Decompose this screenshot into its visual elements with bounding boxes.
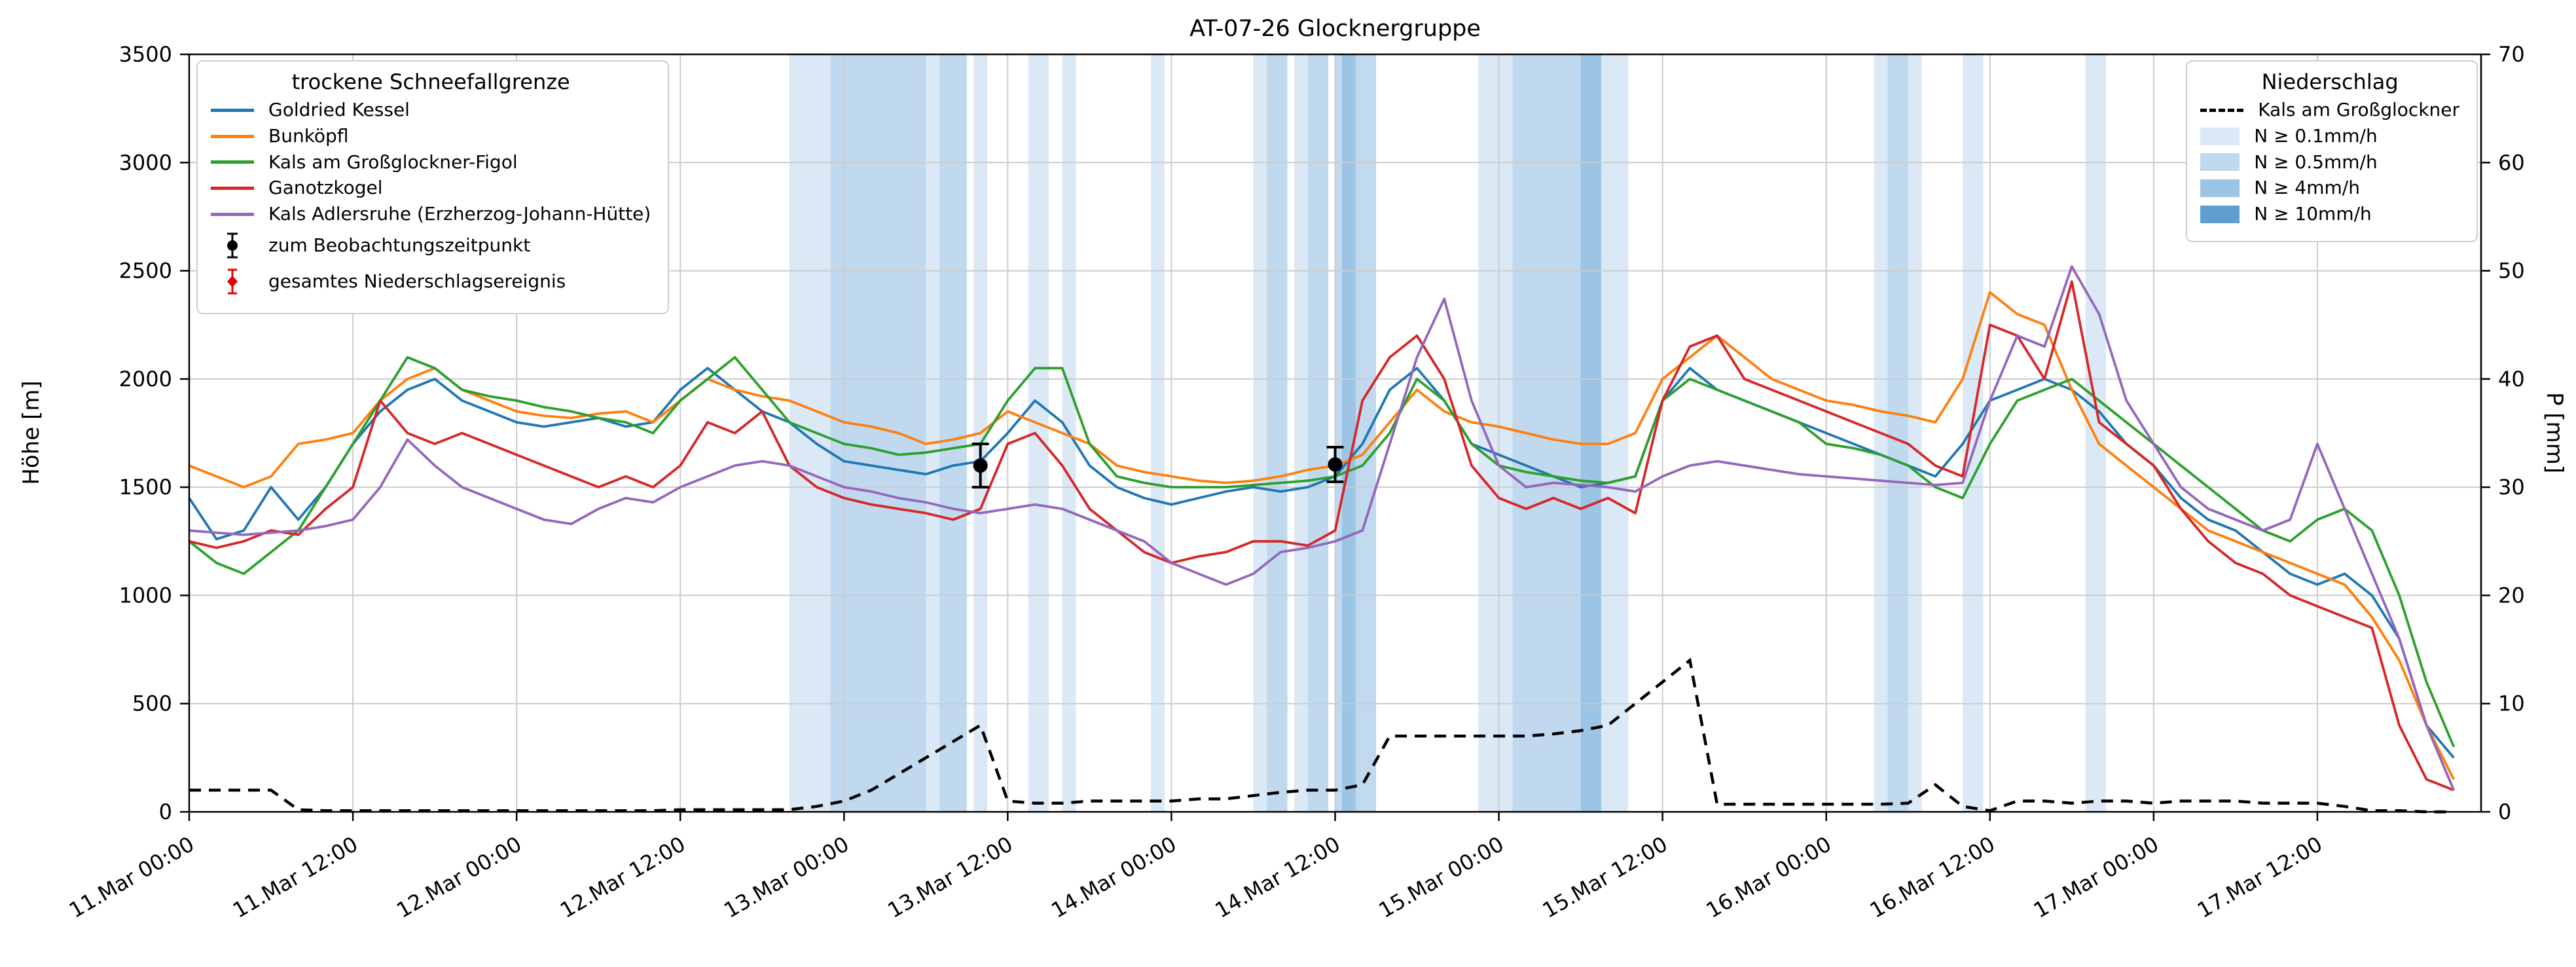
legend-item-bunkoepfl: Bunköpfl — [211, 126, 651, 147]
precip-band — [1028, 54, 1049, 812]
dashed-line-swatch — [2200, 108, 2244, 112]
band-swatch-01 — [2200, 127, 2240, 145]
series-line — [189, 265, 2456, 791]
band-swatch-10 — [2200, 206, 2240, 224]
observation-marker — [973, 458, 988, 473]
legend-item-goldried: Goldried Kessel — [211, 100, 651, 120]
y-tick-label-left: 1500 — [119, 475, 172, 500]
x-tick-label: 15.Mar 12:00 — [1538, 831, 1672, 923]
legend-label: N ≥ 10mm/h — [2254, 203, 2372, 225]
legend-label: Goldried Kessel — [268, 99, 410, 120]
precip-band — [1887, 54, 1908, 812]
legend-item-band-4: N ≥ 4mm/h — [2200, 178, 2459, 198]
series-line — [189, 291, 2455, 780]
series-layer — [188, 265, 2456, 814]
precip-band — [1267, 54, 1288, 812]
legend-item-ganotzkogel: Ganotzkogel — [211, 178, 651, 198]
precip-band — [939, 54, 967, 812]
band-swatch-05 — [2200, 153, 2240, 172]
legend-item-band-05: N ≥ 0.5mm/h — [2200, 151, 2459, 173]
precip-band — [830, 54, 926, 812]
legend-item-band-10: N ≥ 10mm/h — [2200, 204, 2459, 225]
precip-band — [1151, 54, 1165, 812]
precip-band — [1341, 54, 1356, 812]
observation-marker — [1328, 457, 1343, 472]
errorbar-dot-icon — [211, 230, 254, 261]
y-tick-label-right: 0 — [2498, 799, 2511, 824]
series-line — [188, 356, 2456, 748]
legend-snowline: trockene Schneefallgrenze Goldried Kesse… — [196, 60, 670, 314]
y-tick-label-left: 500 — [132, 691, 172, 716]
legend-label: Kals Adlersruhe (Erzherzog-Johann-Hütte) — [268, 203, 651, 225]
y-tick-label-right: 60 — [2498, 150, 2525, 175]
line-swatch-bunkoepfl — [211, 134, 254, 138]
legend-precipitation-title: Niederschlag — [2261, 69, 2399, 94]
series-line — [188, 367, 2455, 759]
y-tick-label-left: 1000 — [119, 583, 172, 608]
marker-layer — [971, 443, 1344, 489]
y-tick-label-left: 0 — [159, 799, 172, 824]
x-tick-label: 15.Mar 00:00 — [1375, 831, 1508, 923]
legend-item-band-01: N ≥ 0.1mm/h — [2200, 126, 2459, 147]
x-tick-label: 11.Mar 12:00 — [228, 831, 362, 923]
legend-label: zum Beobachtungszeitpunkt — [268, 234, 531, 256]
y-tick-label-left: 3500 — [119, 42, 172, 67]
y-tick-label-right: 70 — [2498, 42, 2525, 67]
x-tick-label: 12.Mar 12:00 — [556, 831, 689, 923]
legend-snowline-title: trockene Schneefallgrenze — [291, 69, 570, 94]
line-swatch-goldried — [211, 108, 254, 112]
line-swatch-ganotzkogel — [211, 187, 254, 191]
errorbar-diamond-icon — [211, 266, 254, 297]
y-axis-label-right: P [mm] — [2541, 392, 2567, 474]
x-tick-label: 11.Mar 00:00 — [65, 831, 198, 923]
y-tick-label-right: 30 — [2498, 475, 2525, 500]
precip-band — [1307, 54, 1329, 812]
precip-line — [189, 657, 2454, 814]
x-tick-label: 17.Mar 12:00 — [2193, 831, 2327, 923]
legend-item-precip-line: Kals am Großglockner — [2200, 100, 2459, 120]
y-tick-label-right: 10 — [2498, 691, 2525, 716]
x-tick-label: 12.Mar 00:00 — [392, 831, 526, 923]
line-swatch-kals-figol — [211, 160, 254, 164]
x-tick-label: 14.Mar 12:00 — [1210, 831, 1344, 923]
x-tick-label: 13.Mar 00:00 — [719, 831, 853, 923]
series-line — [189, 280, 2454, 792]
y-tick-label-left: 2000 — [119, 367, 172, 392]
precip-band — [2085, 54, 2106, 812]
y-tick-label-left: 2500 — [119, 259, 172, 283]
y-tick-label-right: 20 — [2498, 583, 2525, 608]
legend-label: N ≥ 0.1mm/h — [2254, 124, 2378, 147]
x-tick-label: 17.Mar 00:00 — [2029, 831, 2163, 923]
legend-label: N ≥ 4mm/h — [2254, 177, 2360, 199]
x-tick-label: 16.Mar 12:00 — [1866, 831, 1999, 923]
legend-label: Bunköpfl — [268, 124, 349, 147]
legend-label: Ganotzkogel — [268, 177, 383, 199]
legend-item-event: gesamtes Niederschlagsereignis — [211, 266, 651, 297]
legend-item-observation: zum Beobachtungszeitpunkt — [211, 230, 651, 261]
x-tick-label: 14.Mar 00:00 — [1047, 831, 1180, 923]
chart-title: AT-07-26 Glocknergruppe — [1189, 16, 1481, 42]
legend-item-adlersruhe: Kals Adlersruhe (Erzherzog-Johann-Hütte) — [211, 204, 651, 225]
legend-item-kals-figol: Kals am Großglockner-Figol — [211, 151, 651, 173]
legend-label: Kals am Großglockner — [2258, 99, 2459, 120]
x-tick-label: 13.Mar 12:00 — [883, 831, 1017, 923]
precip-band — [1580, 54, 1601, 812]
legend-label: Kals am Großglockner-Figol — [268, 151, 518, 173]
legend-label: N ≥ 0.5mm/h — [2254, 151, 2378, 173]
legend-precipitation: Niederschlag Kals am Großglockner N ≥ 0.… — [2186, 60, 2478, 242]
legend-label: gesamtes Niederschlagsereignis — [268, 270, 566, 292]
y-tick-label-right: 40 — [2498, 367, 2525, 392]
band-swatch-4 — [2200, 179, 2240, 198]
line-swatch-adlersruhe — [211, 213, 254, 217]
x-tick-label: 16.Mar 00:00 — [1702, 831, 1836, 923]
y-tick-label-right: 50 — [2498, 259, 2525, 283]
y-tick-label-left: 3000 — [119, 150, 172, 175]
y-axis-label-left: Höhe [m] — [18, 380, 45, 485]
